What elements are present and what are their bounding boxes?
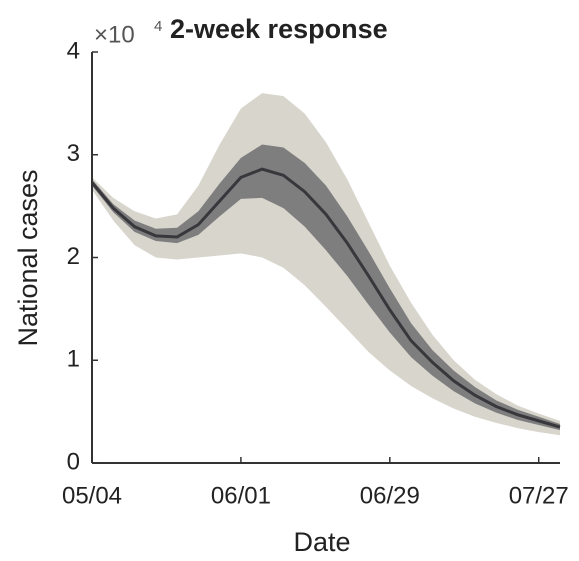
x-tick-label: 06/01	[211, 482, 271, 509]
median-line	[90, 167, 561, 429]
y-axis-label: National cases	[13, 169, 43, 346]
x-axis-label: Date	[293, 527, 350, 557]
confidence-band	[92, 93, 560, 436]
x-tick-label: 07/27	[509, 482, 569, 509]
y-tick-label: 4	[67, 37, 80, 64]
x-tick-label: 06/29	[360, 482, 420, 509]
chart-title: 2-week response	[170, 14, 388, 44]
y-tick-label: 0	[67, 448, 80, 475]
y-tick-label: 3	[67, 140, 80, 167]
x-tick-label: 05/04	[62, 482, 122, 509]
y-multiplier-exponent: 4	[154, 18, 162, 35]
y-multiplier: ×10	[94, 21, 135, 48]
y-tick-label: 2	[67, 243, 80, 270]
y-tick-label: 1	[67, 346, 80, 373]
confidence-band	[92, 144, 560, 431]
